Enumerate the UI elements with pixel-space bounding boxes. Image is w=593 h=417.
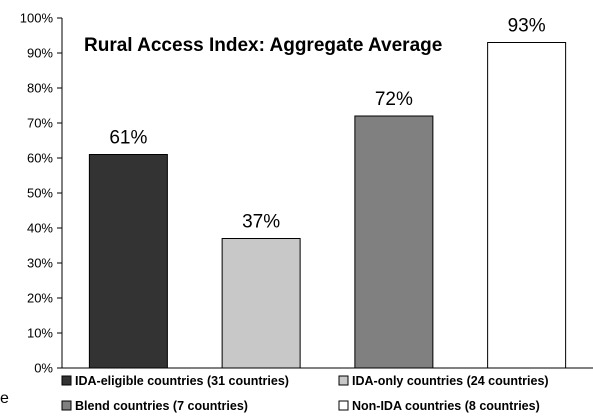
data-label: 37% bbox=[242, 212, 280, 233]
data-label: 61% bbox=[109, 128, 147, 149]
y-tick-label: 40% bbox=[27, 221, 53, 236]
legend-label: IDA-eligible countries (31 countries) bbox=[75, 374, 289, 388]
legend-label: Non-IDA countries (8 countries) bbox=[352, 399, 540, 413]
legend-label: Blend countries (7 countries) bbox=[75, 399, 248, 413]
y-tick-label: 10% bbox=[27, 326, 53, 341]
data-labels: 61% 37% 72% 93% bbox=[109, 16, 545, 233]
bar bbox=[487, 42, 567, 369]
legend-swatch bbox=[61, 375, 72, 386]
y-tick-label: 30% bbox=[27, 256, 53, 271]
legend: IDA-eligible countries (31 countries) IDA… bbox=[61, 374, 549, 413]
data-label: 93% bbox=[508, 16, 546, 37]
bar bbox=[354, 115, 434, 369]
legend-swatch bbox=[338, 375, 349, 386]
chart-title: Rural Access Index: Aggregate Average bbox=[84, 35, 442, 56]
legend-label: IDA-only countries (24 countries) bbox=[352, 374, 549, 388]
legend-swatch bbox=[61, 400, 72, 411]
bar bbox=[88, 154, 168, 369]
bar bbox=[221, 238, 301, 369]
bars bbox=[88, 42, 567, 369]
y-tick-label: 80% bbox=[27, 81, 53, 96]
y-tick-label: 50% bbox=[27, 186, 53, 201]
y-tick-label: 60% bbox=[27, 151, 53, 166]
y-axis-ticks: 0% 10% 20% 30% 40% 50% 60% 70% 80% 90% 100% bbox=[20, 11, 62, 376]
y-tick-label: 90% bbox=[27, 46, 53, 61]
y-tick-label: 100% bbox=[20, 11, 54, 26]
data-label: 72% bbox=[375, 89, 413, 110]
y-tick-label: 70% bbox=[27, 116, 53, 131]
legend-swatch bbox=[338, 400, 349, 411]
y-tick-label: 20% bbox=[27, 291, 53, 306]
stray-text: e bbox=[0, 390, 9, 407]
y-tick-label: 0% bbox=[34, 361, 53, 376]
